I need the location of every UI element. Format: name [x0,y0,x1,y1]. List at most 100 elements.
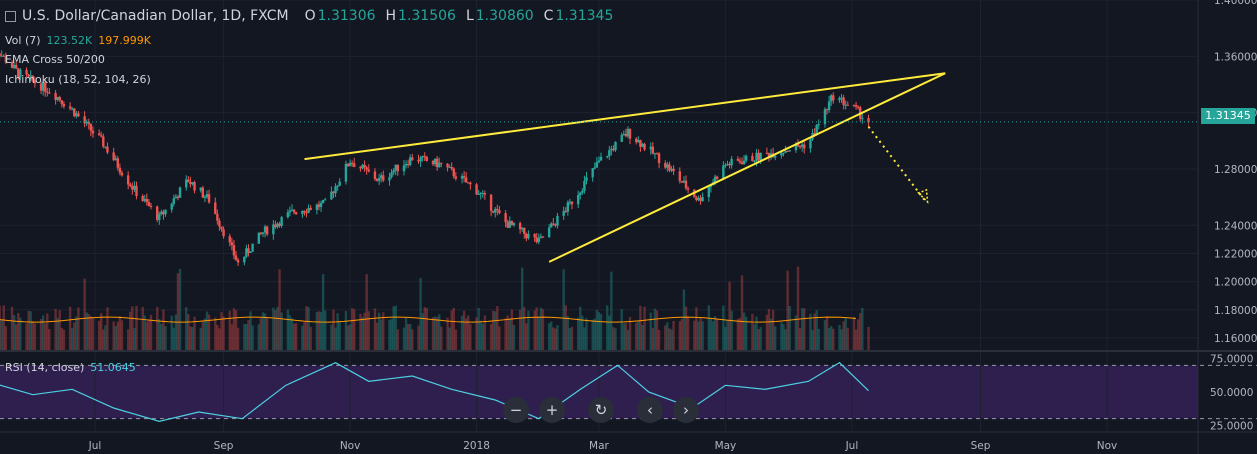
candle-body [62,103,66,107]
reset-button[interactable]: ↻ [588,397,614,423]
candle-body [191,182,194,185]
volume-bar [135,305,138,350]
zoom-out-button[interactable]: − [503,397,529,423]
candle-body [292,209,296,213]
scroll-left-button[interactable]: ‹ [637,397,663,423]
candle-body [599,156,603,161]
candle-body [75,113,78,117]
volume-bar [218,328,221,350]
volume-bar [852,316,856,350]
candle-body [145,198,149,203]
candle-body [301,210,304,215]
volume-bar [620,309,623,350]
candle-body [479,193,482,195]
volume-bar [0,319,3,350]
candle-body [205,194,209,197]
volume-bar [404,317,408,350]
volume-bar [653,308,657,350]
candle-body [207,194,211,203]
volume-bar [274,310,277,350]
ema-legend[interactable]: EMA Cross 50/200 [5,53,105,66]
volume-bar [610,271,613,350]
volume-bar [628,317,632,350]
candle-body [382,175,385,181]
volume-bar [290,318,294,350]
candle-body [622,133,626,136]
volume-bar [321,274,325,350]
volume-bar [112,321,115,350]
volume-bar [315,312,319,350]
candle-body [379,175,383,179]
volume-bar [193,316,196,350]
volume-bar [796,266,800,350]
candle-body [373,171,377,179]
candle-body [475,184,478,195]
scroll-right-button[interactable]: › [673,397,699,423]
volume-bar [41,315,45,350]
open-label: O [304,8,316,24]
candle-body [641,143,644,147]
candle-body [336,185,339,187]
candle-body [620,135,623,142]
volume-bar [17,312,20,350]
candle-body [678,171,682,182]
rsi-line [0,361,869,422]
volume-bar [624,322,628,350]
volume-legend[interactable]: Vol (7) 123.52K 197.999K [5,34,157,47]
volume-bar [178,268,182,350]
candle-body [17,68,20,78]
candle-body [844,104,847,106]
candle-body [323,199,327,201]
collapse-icon[interactable] [5,10,16,22]
volume-bar [576,317,580,350]
candle-body [846,104,849,106]
volume-bar [771,309,775,350]
candle-body [695,197,698,201]
volume-bar [201,321,205,350]
candle-body [346,163,350,167]
candle-body [518,223,522,230]
volume-bar [388,319,391,350]
candle-body [701,197,704,202]
volume-bar [141,306,144,350]
candle-body [363,164,366,168]
candle-body [288,210,292,213]
candle-body [510,220,514,226]
candle-body [842,97,845,106]
candle-body [423,156,426,158]
candle-body [579,192,582,195]
candle-body [753,160,756,162]
volume-bar [655,310,659,350]
volume-bar [695,307,698,350]
volume-bar [228,310,231,350]
candle-body [438,162,441,168]
candle-body [852,104,856,106]
volume-bar [199,327,202,350]
volume-bar [423,307,426,350]
candle-body [377,178,381,181]
candle-body [593,167,596,169]
volume-bar [129,311,132,350]
volume-bar [317,311,321,350]
candle-body [104,146,107,148]
candle-body [483,192,487,195]
rsi-tick-label: 75.0000 [1210,354,1253,366]
ichimoku-legend[interactable]: Ichimoku (18, 52, 104, 26) [5,73,151,86]
volume-bar [840,329,843,350]
candle-body [537,237,540,243]
candle-body [276,223,279,228]
zoom-in-button[interactable]: + [539,397,565,423]
candle-body [827,101,831,111]
volume-bar [846,327,849,350]
candle-body [595,162,599,168]
candle-body [460,176,464,179]
rsi-legend[interactable]: RSI (14, close) 51.0645 [5,361,142,374]
volume-bar [336,313,339,350]
volume-bar [566,316,570,350]
candle-body [280,217,283,226]
candle-body [597,160,601,163]
candle-body [31,75,34,81]
volume-bar [452,307,455,350]
candle-body [158,214,161,220]
